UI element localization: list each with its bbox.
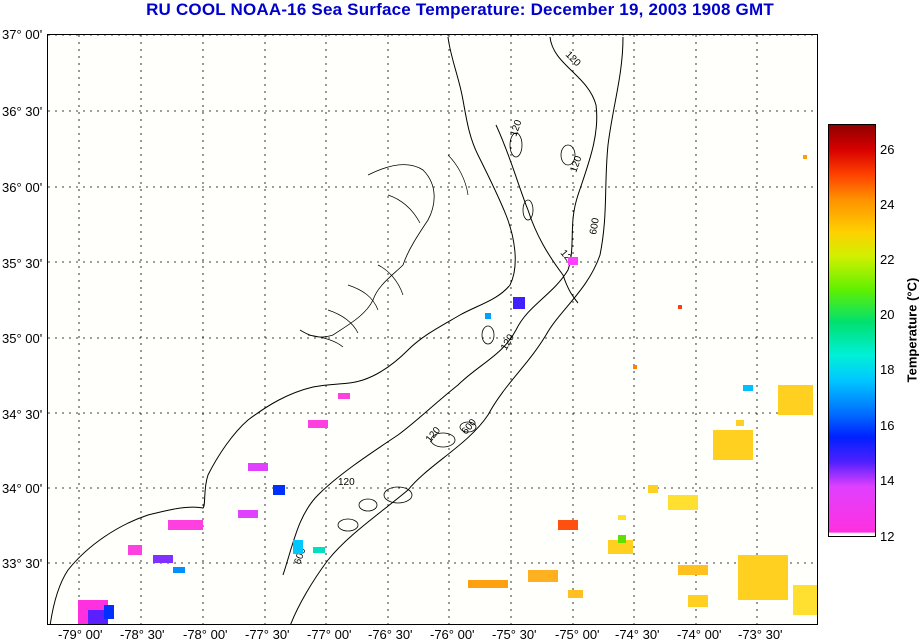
contour-label: 120 (568, 154, 584, 174)
colorbar-tick-14: 14 (880, 473, 895, 488)
contour-label: 600 (460, 417, 479, 437)
lon-label-78-30: -78° 30' (120, 627, 165, 642)
colorbar-tick-24: 24 (880, 197, 895, 212)
map-panel[interactable]: 120 120 120 600 120 120 600 120 120 600 (47, 34, 818, 625)
lon-label-76-00: -76° 00' (430, 627, 475, 642)
lon-label-75-00: -75° 00' (555, 627, 600, 642)
lat-label-34-00: 34° 00' (2, 481, 43, 496)
lat-label-33-30: 33° 30' (2, 556, 43, 571)
lat-label-35-00: 35° 00' (2, 331, 43, 346)
contour-label: 120 (563, 49, 583, 69)
contour-label: 600 (588, 217, 602, 236)
lon-label-74-30: -74° 30' (615, 627, 660, 642)
lon-label-77-30: -77° 30' (245, 627, 290, 642)
lon-label-76-30: -76° 30' (368, 627, 413, 642)
lon-label-77-00: -77° 00' (307, 627, 352, 642)
contour-label: 120 (499, 332, 517, 352)
isobath-120 (282, 36, 598, 576)
lat-label-35-30: 35° 30' (2, 256, 43, 271)
contour-blobs (337, 132, 576, 532)
lon-label-78-00: -78° 00' (183, 627, 228, 642)
contour-label: 120 (338, 477, 355, 488)
lat-label-36-30: 36° 30' (2, 104, 43, 119)
colorbar-title: Temperature (°C) (904, 277, 920, 383)
colorbar-tick-18: 18 (880, 362, 895, 377)
colorbar-tick-20: 20 (880, 307, 895, 322)
inland-waterways (307, 154, 469, 348)
isobath-600 (290, 36, 624, 624)
colorbar-tick-12: 12 (880, 529, 895, 544)
temperature-colorbar (828, 124, 876, 537)
contour-label: 120 (508, 118, 524, 138)
sst-map: 120 120 120 600 120 120 600 120 120 600 (48, 35, 817, 624)
isobath-120-b (495, 124, 579, 304)
coastline (49, 36, 516, 624)
colorbar-tick-16: 16 (880, 418, 895, 433)
lon-label-73-30: -73° 30' (738, 627, 783, 642)
sst-patches (78, 155, 817, 624)
lon-label-79-00: -79° 00' (58, 627, 103, 642)
contour-label: 120 (424, 425, 443, 445)
pamlico-sound (299, 164, 435, 338)
lon-label-75-30: -75° 30' (492, 627, 537, 642)
lat-label-36-00: 36° 00' (2, 180, 43, 195)
colorbar-tick-26: 26 (880, 142, 895, 157)
lat-label-37-00: 37° 00' (2, 27, 43, 42)
lon-label-74-00: -74° 00' (677, 627, 722, 642)
graticule-grid (48, 35, 817, 624)
lat-label-34-30: 34° 30' (2, 407, 43, 422)
colorbar-tick-22: 22 (880, 252, 895, 267)
map-title: RU COOL NOAA-16 Sea Surface Temperature:… (146, 0, 774, 19)
